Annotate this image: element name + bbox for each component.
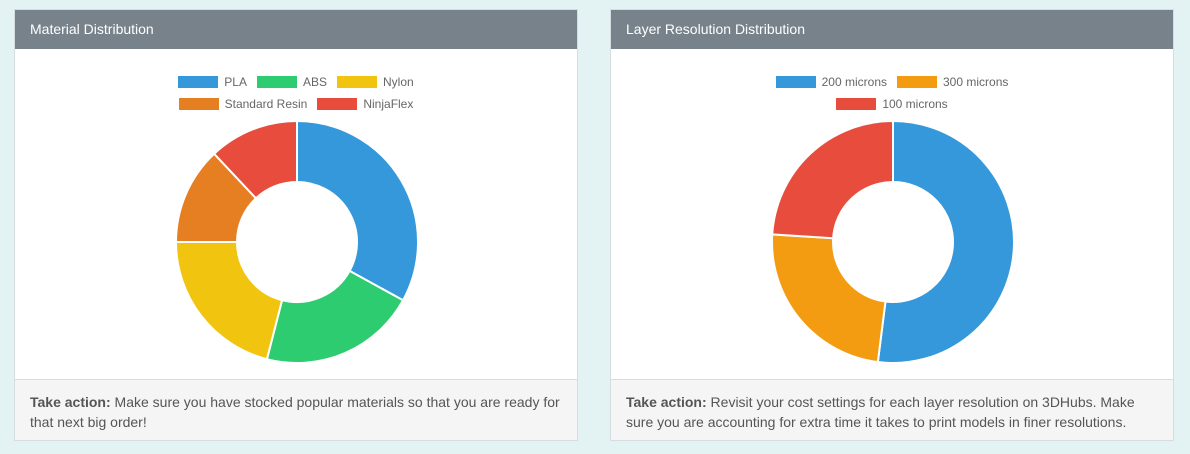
legend-swatch	[178, 76, 219, 88]
donut-slice-ninjaflex[interactable]	[212, 119, 298, 200]
panel-title: Layer Resolution Distribution	[611, 10, 1173, 49]
chart-legend: 200 microns 300 microns 100 microns	[611, 71, 1173, 115]
donut-chart	[174, 119, 419, 364]
legend-swatch	[178, 98, 219, 110]
legend-label: 300 microns	[943, 75, 1009, 89]
legend-item[interactable]: 200 microns	[775, 75, 887, 89]
legend-label: 200 microns	[821, 75, 887, 89]
legend-item[interactable]: NinjaFlex	[317, 97, 413, 111]
legend-label: ABS	[302, 75, 327, 89]
legend-item[interactable]: 300 microns	[897, 75, 1008, 89]
legend-label: NinjaFlex	[363, 97, 414, 111]
action-text: Revisit your cost settings for each laye…	[626, 394, 1135, 430]
donut-slice-300-microns[interactable]	[771, 233, 887, 364]
donut-slice-abs[interactable]	[265, 269, 405, 364]
panel-title: Material Distribution	[15, 10, 577, 49]
legend-label: 100 microns	[882, 97, 948, 111]
layer-resolution-panel: Layer Resolution Distribution 200 micron…	[610, 9, 1174, 441]
legend-item[interactable]: 100 microns	[836, 97, 948, 111]
donut-slice-100-microns[interactable]	[771, 119, 894, 240]
action-tip: Take action: Revisit your cost settings …	[611, 379, 1173, 440]
legend-swatch	[775, 76, 816, 88]
legend-swatch	[317, 98, 358, 110]
take-action-label: Take action:	[30, 394, 111, 410]
legend-swatch	[897, 76, 937, 88]
donut-slice-200-microns[interactable]	[876, 119, 1015, 364]
legend-swatch	[337, 76, 377, 88]
material-distribution-panel: Material Distribution PLA ABS Nylon Standar…	[14, 9, 578, 441]
legend-label: Standard Resin	[224, 97, 308, 111]
take-action-label: Take action:	[626, 394, 707, 410]
legend-label: Nylon	[383, 75, 414, 89]
action-text: Make sure you have stocked popular mater…	[30, 394, 560, 430]
action-tip: Take action: Make sure you have stocked …	[15, 379, 577, 440]
legend-item[interactable]: Nylon	[337, 75, 414, 89]
legend-swatch	[836, 98, 877, 110]
donut-chart	[771, 119, 1015, 364]
legend-label: PLA	[224, 75, 247, 89]
donut-slice-pla[interactable]	[296, 119, 419, 302]
chart-legend: PLA ABS Nylon Standard Resin NinjaFlex	[15, 71, 577, 115]
legend-swatch	[256, 76, 297, 88]
legend-item[interactable]: Standard Resin	[178, 97, 308, 111]
legend-item[interactable]: ABS	[256, 75, 327, 89]
legend-item[interactable]: PLA	[178, 75, 247, 89]
donut-slice-nylon[interactable]	[174, 241, 284, 361]
